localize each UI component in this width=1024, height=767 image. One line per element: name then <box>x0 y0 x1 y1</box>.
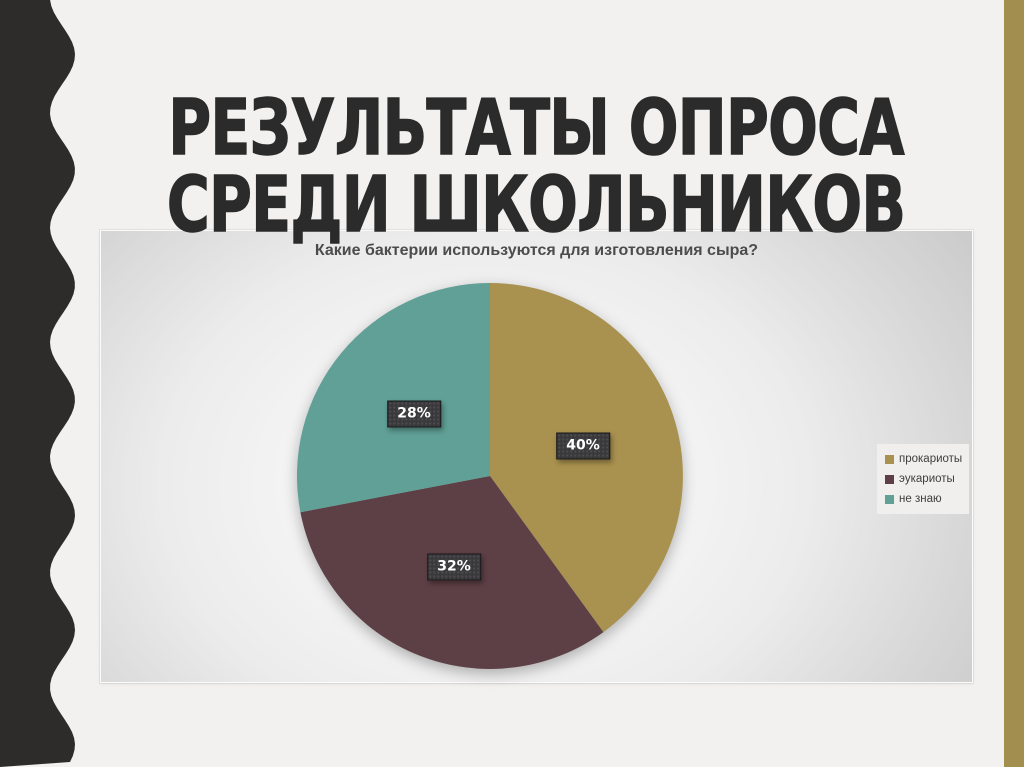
legend-label-eukaryotes: эукариоты <box>899 473 955 485</box>
slide-title-line-1: РЕЗУЛЬТАТЫ ОПРОСА <box>168 83 905 173</box>
right-accent-stripe <box>1004 0 1024 767</box>
pie-data-label-1: 32% <box>427 553 481 581</box>
legend-label-prokaryotes: прокариоты <box>899 453 963 465</box>
legend-swatch-prokaryotes <box>885 454 894 464</box>
pie-data-label-0: 40% <box>556 432 610 460</box>
chart-legend: прокариоты эукариоты не знаю <box>877 444 969 514</box>
legend-swatch-dont-know <box>885 494 894 504</box>
slide-title-line-2: СРЕДИ ШКОЛЬНИКОВ <box>166 160 906 250</box>
pie-data-label-2: 28% <box>387 400 441 428</box>
legend-label-dont-know: не знаю <box>899 493 942 505</box>
slide-title: РЕЗУЛЬТАТЫ ОПРОСА СРЕДИ ШКОЛЬНИКОВ <box>165 83 907 250</box>
legend-item-prokaryotes: прокариоты <box>885 453 963 465</box>
chart-title: Какие бактерии используются для изготовл… <box>314 242 759 259</box>
left-wave-decoration <box>0 0 75 767</box>
pie-slice-2 <box>296 283 490 513</box>
legend-item-eukaryotes: эукариоты <box>885 473 961 485</box>
wave-shape <box>0 0 75 767</box>
pie-data-labels: 40% 32% 28% <box>101 231 974 684</box>
legend-swatch-eukaryotes <box>885 474 894 484</box>
chart-panel: Какие бактерии используются для изготовл… <box>100 230 973 683</box>
legend-item-dont-know: не знаю <box>885 493 961 505</box>
